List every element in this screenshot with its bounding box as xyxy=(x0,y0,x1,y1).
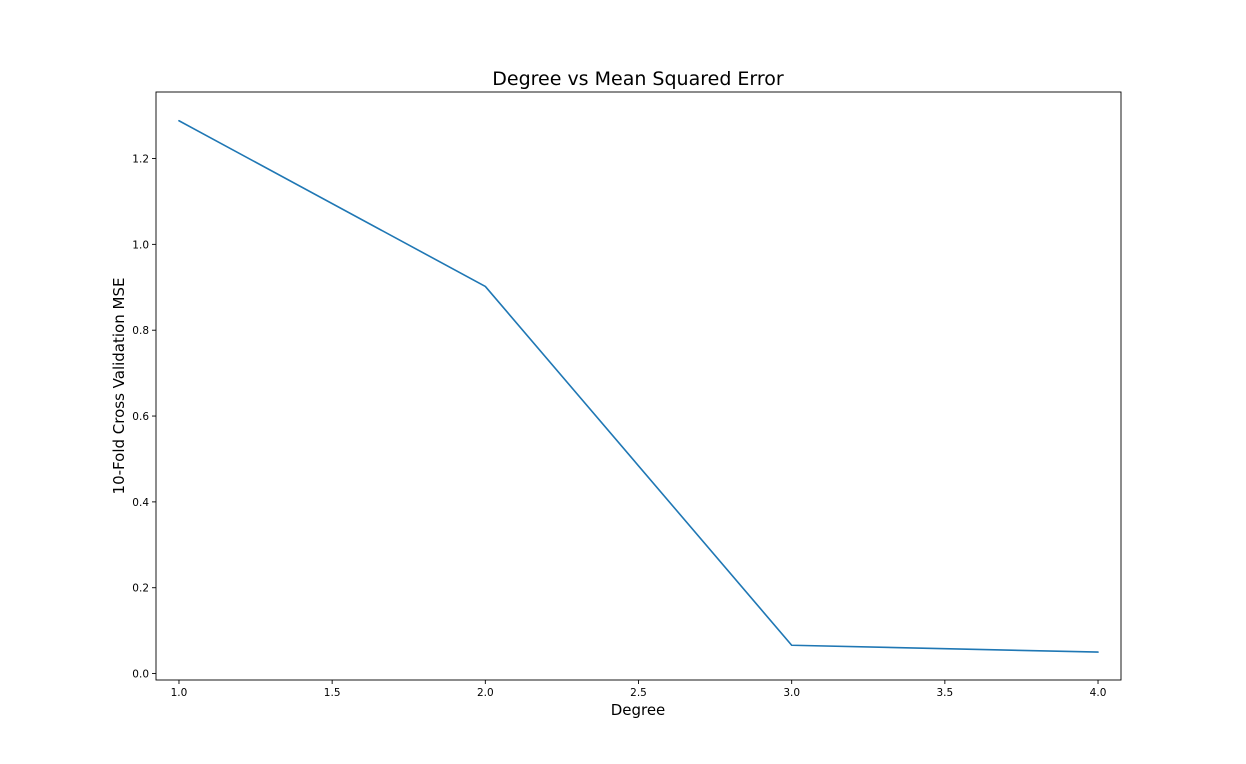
y-tick-label: 0.8 xyxy=(132,325,149,337)
y-tick-label: 0.2 xyxy=(132,583,149,595)
x-axis: 1.0 1.5 2.0 2.5 3.0 3.5 4.0 xyxy=(171,680,1107,699)
plot-area xyxy=(155,91,1122,681)
series-line xyxy=(178,119,1099,653)
series-layer xyxy=(178,119,1099,653)
x-tick-label: 1.0 xyxy=(171,687,188,699)
x-tick-label: 3.0 xyxy=(783,687,800,699)
chart-title: Degree vs Mean Squared Error xyxy=(492,68,784,90)
y-axis: 0.0 0.2 0.4 0.6 0.8 1.0 1.2 xyxy=(132,154,156,681)
x-tick-label: 4.0 xyxy=(1090,687,1107,699)
axes-frame xyxy=(155,91,1122,681)
y-tick-label: 1.0 xyxy=(132,239,149,251)
x-tick-label: 2.5 xyxy=(630,687,647,699)
y-tick-label: 0.4 xyxy=(132,497,149,509)
x-tick-label: 1.5 xyxy=(324,687,341,699)
x-axis-label: Degree xyxy=(611,701,666,719)
x-tick-label: 2.0 xyxy=(477,687,494,699)
y-tick-label: 0.6 xyxy=(132,411,149,423)
y-tick-label: 1.2 xyxy=(132,154,149,166)
x-tick-label: 3.5 xyxy=(936,687,953,699)
y-axis-label: 10-Fold Cross Validation MSE xyxy=(110,278,128,495)
y-tick-label: 0.0 xyxy=(132,669,149,681)
